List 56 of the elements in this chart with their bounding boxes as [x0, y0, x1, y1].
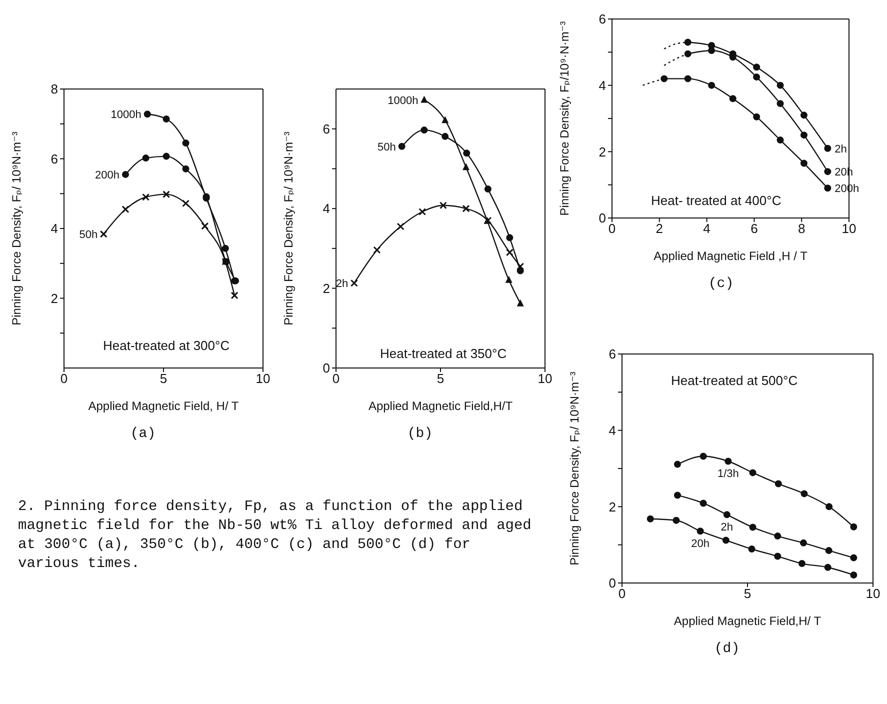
x-tick-label: 5: [160, 371, 168, 386]
series-label: 1/3h: [717, 468, 739, 480]
x-axis-title: Applied Magnetic Field,H/ T: [674, 614, 822, 628]
text: 2. Pinning force density, Fp, as a function of the applied magnetic field for the Nb-50 wt% Ti alloy deformed and aged at 300°C (a), 350°C (b), 400°C (c) and 500°C (d) for various times.: [18, 498, 532, 574]
x-tick-label: 5: [436, 371, 444, 386]
annotation: Heat-treated at 350°C: [380, 346, 507, 361]
x-tick-label: 8: [798, 221, 806, 236]
series-label: 1000h: [110, 109, 142, 122]
y-axis-title: Pinning Force Density, Fₚ/10⁹·N·m⁻³: [557, 21, 572, 216]
y-tick-label: 2: [598, 144, 606, 160]
y-axis-title: Pinning Force Density, Fₚ/ 10⁹N·m⁻³: [281, 132, 296, 326]
y-tick-label: 0: [598, 210, 606, 226]
x-axis-title: Applied Magnetic Field ,H / T: [654, 249, 808, 263]
y-tick-label: 6: [598, 12, 606, 27]
y-axis-title: Pinning Force Density, Fₚ/ 10⁹N·m⁻³: [567, 372, 582, 566]
y-tick-label: 6: [322, 121, 330, 136]
y-tick-label: 2: [322, 280, 330, 296]
series-label: 1000h: [388, 94, 418, 107]
annotation: Heat-treated at 300°C: [103, 338, 230, 353]
y-tick-label: 4: [608, 422, 616, 438]
y-tick-label: 6: [608, 346, 616, 362]
y-tick-label: 6: [50, 151, 58, 166]
y-tick-label: 4: [598, 78, 606, 93]
annotation: Heat- treated at 400°C: [651, 193, 782, 208]
series-label: 50h: [79, 229, 98, 242]
text: (d): [713, 641, 741, 657]
x-tick-label: 0: [332, 371, 340, 386]
series-label: 20h: [691, 538, 710, 550]
y-tick-label: 0: [322, 360, 330, 376]
x-tick-label: 2: [656, 221, 664, 236]
x-tick-label: 10: [538, 371, 552, 386]
x-axis-title: Applied Magnetic Field, H/ T: [88, 399, 240, 413]
annotation: Heat-treated at 500°C: [671, 373, 798, 388]
series-label: 2h: [720, 522, 734, 534]
y-axis-title: Pinning Force Density, Fₚ/ 10⁹N·m⁻³: [9, 132, 24, 326]
y-tick-label: 8: [50, 82, 58, 97]
y-tick-label: 4: [322, 201, 330, 216]
series-label: 50h: [377, 141, 396, 154]
x-tick-label: 6: [750, 221, 758, 236]
x-axis-title: Applied Magnetic Field,H/T: [368, 399, 514, 413]
text: (c): [707, 276, 735, 292]
x-tick-label: 10: [842, 221, 856, 236]
x-tick-label: 10: [866, 586, 880, 602]
x-tick-label: 0: [60, 371, 68, 386]
y-tick-label: 0: [608, 576, 616, 591]
series-label: 200h: [95, 169, 120, 182]
text: (a): [129, 426, 157, 442]
series-label: 2h: [336, 278, 348, 290]
y-tick-label: 2: [50, 290, 58, 306]
x-tick-label: 10: [256, 371, 270, 386]
x-tick-label: 4: [703, 221, 710, 236]
y-tick-label: 2: [608, 499, 616, 514]
series-label: 2h: [834, 143, 847, 156]
x-tick-label: 0: [618, 586, 626, 602]
x-tick-label: 5: [744, 586, 752, 602]
text: (b): [406, 426, 434, 442]
